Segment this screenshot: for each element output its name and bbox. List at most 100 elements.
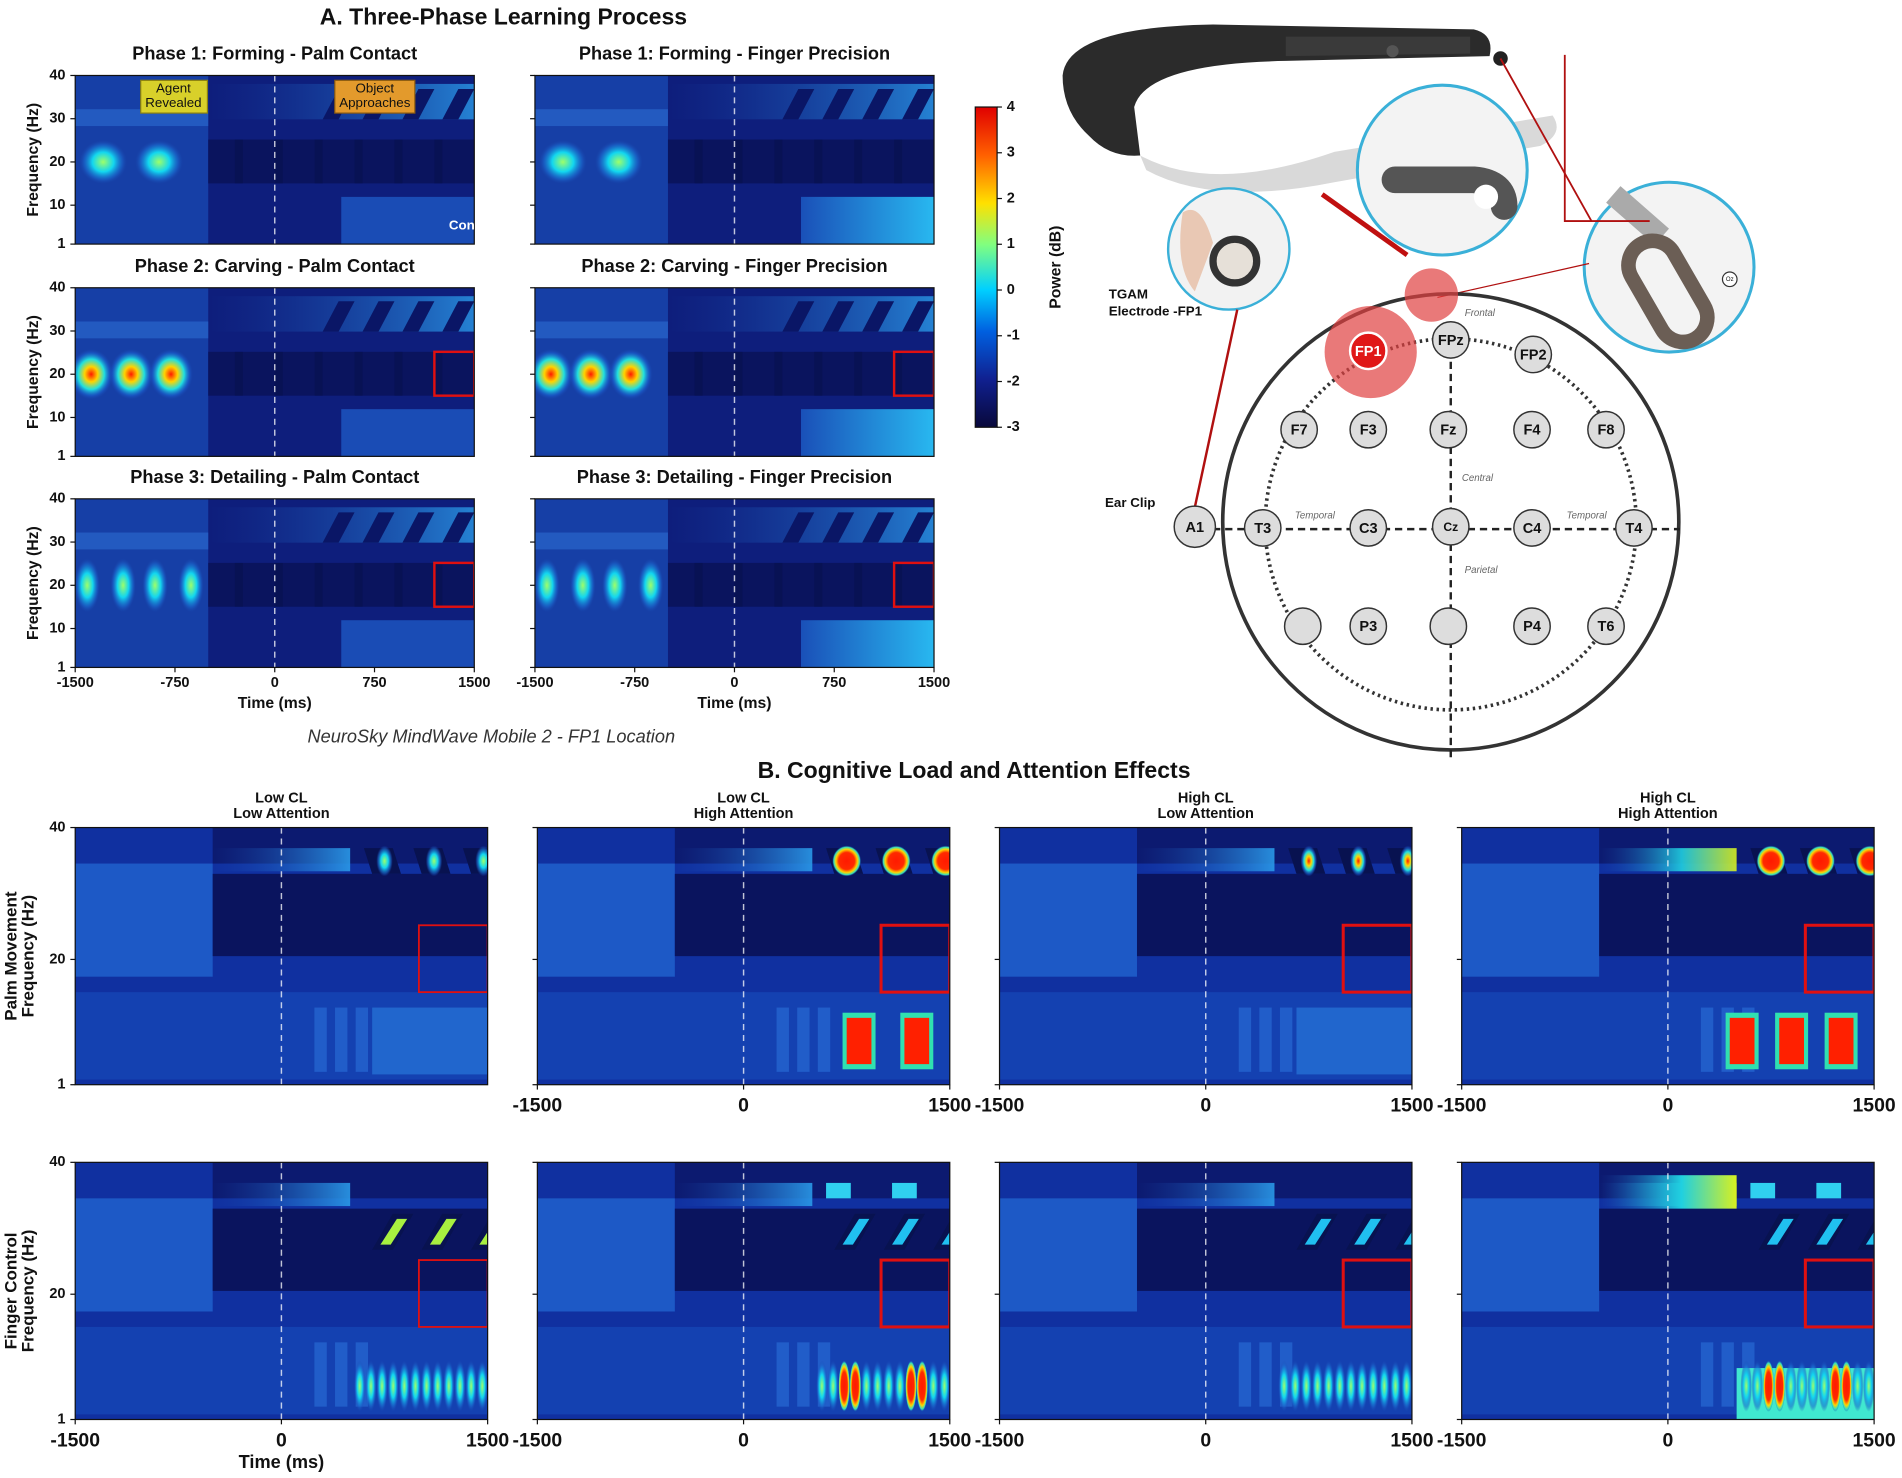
y-tick-label: 40 [49,1154,65,1170]
power-blob [1862,1360,1875,1412]
power-region [341,620,475,668]
power-region [1828,1017,1854,1065]
power-region [1238,1342,1252,1407]
electrode [1431,320,1470,359]
power-region [1816,1182,1842,1199]
electrode [1349,410,1388,449]
electrode [1587,410,1625,449]
power-stripe [902,88,935,120]
column-title: High CL [1178,790,1234,806]
power-blob [570,558,596,613]
power-blob [927,1360,940,1412]
annotation: Object [356,80,395,95]
y-axis-label: Frequency (Hz) [25,315,42,429]
power-region [734,139,743,184]
spectrogram [534,287,935,457]
electrode-label: P4 [1523,619,1542,635]
x-tick-label: -1500 [516,675,553,691]
x-tick-label: -1500 [975,1095,1025,1117]
electrode-label: F3 [1360,423,1377,439]
power-region [537,863,675,977]
colorbar-label: Power (dB) [1048,226,1065,309]
power-region [797,1007,810,1072]
power-region [1779,1017,1804,1065]
power-blob [425,845,443,877]
power-region [534,321,668,339]
colorbar-tick-label: 1 [1007,236,1015,252]
power-region [1700,1007,1714,1072]
power-region [394,351,403,396]
power-stripe [322,301,355,332]
power-blob [1367,1360,1379,1412]
x-tick-label: 1500 [928,1095,971,1117]
power-blob [882,1360,895,1412]
x-tick-label: 0 [1662,1429,1673,1451]
power-region [434,139,443,184]
power-stripe [902,512,935,543]
power-region [1721,1342,1734,1407]
power-region [894,351,903,396]
y-tick-label: 1 [57,1077,65,1093]
power-region [674,1182,813,1207]
power-blob [931,845,950,877]
power-region [234,562,243,607]
x-tick-label: 0 [1200,1429,1211,1451]
power-region [817,1007,831,1072]
panel-frame [74,74,475,245]
caption: NeuroSky MindWave Mobile 2 - FP1 Locatio… [307,727,675,747]
power-stripe [402,301,435,332]
electrode-label: Fz [1440,423,1456,439]
power-stripe [429,1218,457,1245]
power-blob [454,1360,466,1412]
power-region [674,873,950,957]
y-tick-label: 1 [57,659,65,675]
power-blob [1785,1360,1797,1412]
row-label: Finger Control [2,1232,21,1349]
power-region [894,562,903,607]
power-stripe [1766,1218,1794,1245]
power-region [534,109,668,127]
column-title: Low Attention [233,806,329,822]
power-blob [534,348,573,400]
column-title: Low CL [717,790,770,806]
power-blob [1807,1360,1819,1412]
x-tick-label: 750 [362,675,386,691]
power-blob [135,140,183,184]
power-region [814,351,823,396]
power-region [1136,848,1275,872]
electrode-label: F7 [1291,423,1308,439]
x-axis-label: Time (ms) [697,695,771,712]
annotation-box [334,79,416,114]
oz-marker [1721,271,1738,288]
power-region [1461,863,1600,977]
x-tick-label: -1500 [1437,1429,1487,1451]
callout-label: Ear Clip [1105,495,1155,510]
power-blob [1756,845,1786,877]
power-stripe [322,512,355,543]
power-region [797,1342,810,1407]
power-region [212,873,488,957]
spectrogram [537,1162,950,1420]
x-tick-label: -1500 [50,1429,100,1451]
colorbar [974,106,998,428]
power-region [1279,1007,1293,1072]
power-blob [827,1360,839,1412]
spectrogram [999,827,1412,1085]
y-tick-label: 10 [49,197,65,213]
power-region [537,1198,675,1312]
spectrogram [75,827,488,1085]
power-region [212,1182,351,1207]
power-blob [1350,845,1367,877]
x-tick-label: -750 [160,675,189,691]
spectrogram [1461,1162,1875,1420]
power-blob [465,1360,477,1412]
column-title: Low CL [255,790,308,806]
power-stripe [362,301,395,332]
power-blob [838,1360,850,1412]
row-label: Palm Movement [2,891,21,1021]
power-region [1238,1007,1252,1072]
power-region [534,532,668,550]
power-blob [79,140,128,184]
power-region [314,562,323,607]
electrode [1349,509,1388,547]
